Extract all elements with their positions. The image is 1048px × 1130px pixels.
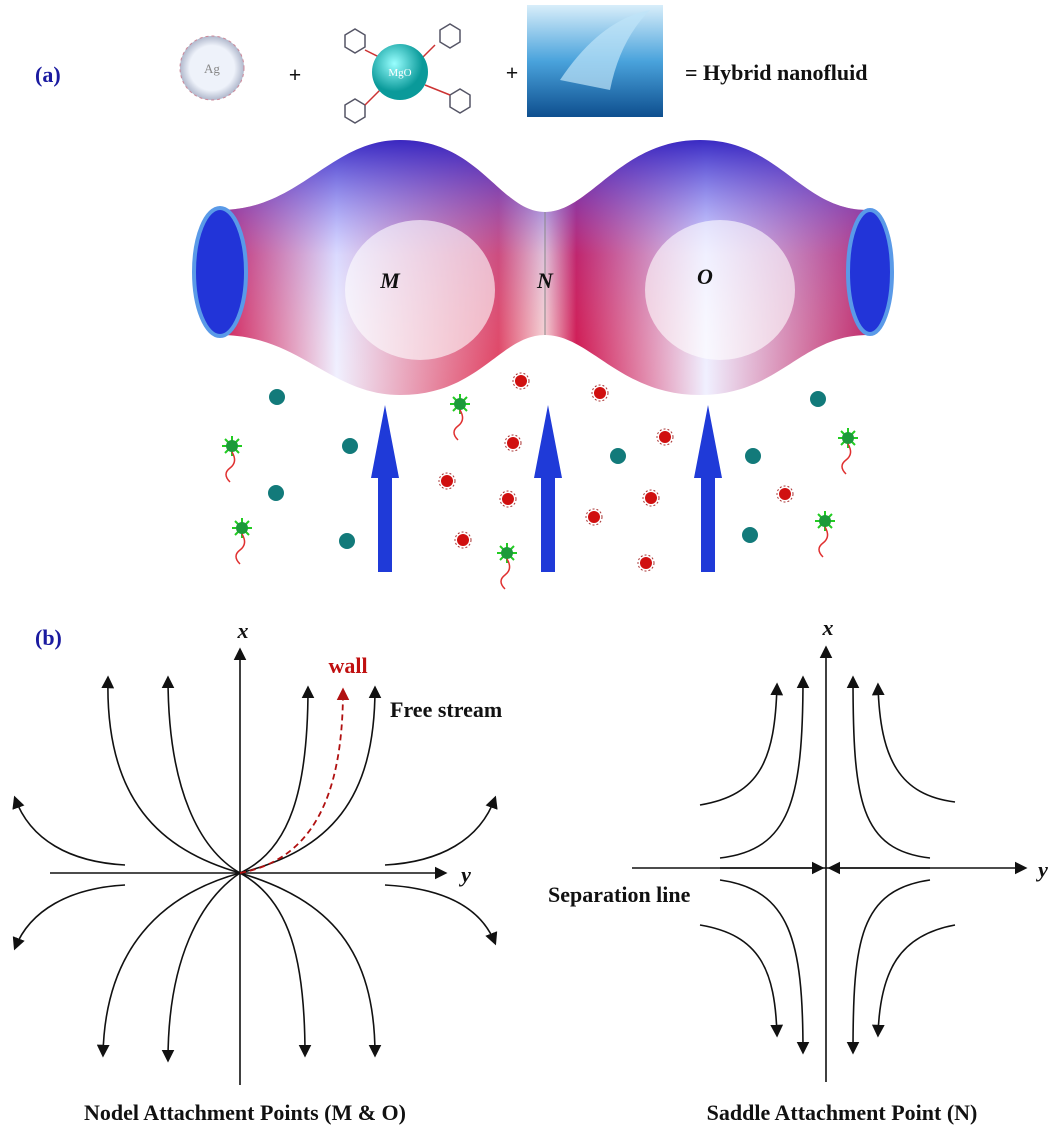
point-label: N xyxy=(536,268,554,293)
panel-label: (a) xyxy=(35,62,61,87)
axis-label: x xyxy=(822,615,834,640)
operator: + xyxy=(506,60,519,85)
axis-label: x xyxy=(237,618,249,643)
result: = Hybrid nanofluid xyxy=(685,60,868,85)
point-label: O xyxy=(697,264,713,289)
point-label: M xyxy=(379,268,401,293)
free-stream-label: Free stream xyxy=(390,697,502,722)
axis-label: y xyxy=(458,862,471,887)
caption: Saddle Attachment Point (N) xyxy=(707,1100,978,1125)
component-label: Ag xyxy=(204,61,220,76)
diagram: (a) Ag + MgO + = Hybrid nanofluid M N O … xyxy=(0,0,1048,1130)
component-label: MgO xyxy=(388,67,411,79)
saddle-streamlines xyxy=(632,648,1025,1082)
caption: Nodel Attachment Points (M & O) xyxy=(84,1100,406,1125)
particles xyxy=(222,373,858,589)
separation-label: Separation line xyxy=(548,882,691,907)
panel-label: (b) xyxy=(35,625,62,650)
operator: + xyxy=(289,62,302,87)
wall-label: wall xyxy=(328,653,367,678)
axis-label: y xyxy=(1035,857,1048,882)
